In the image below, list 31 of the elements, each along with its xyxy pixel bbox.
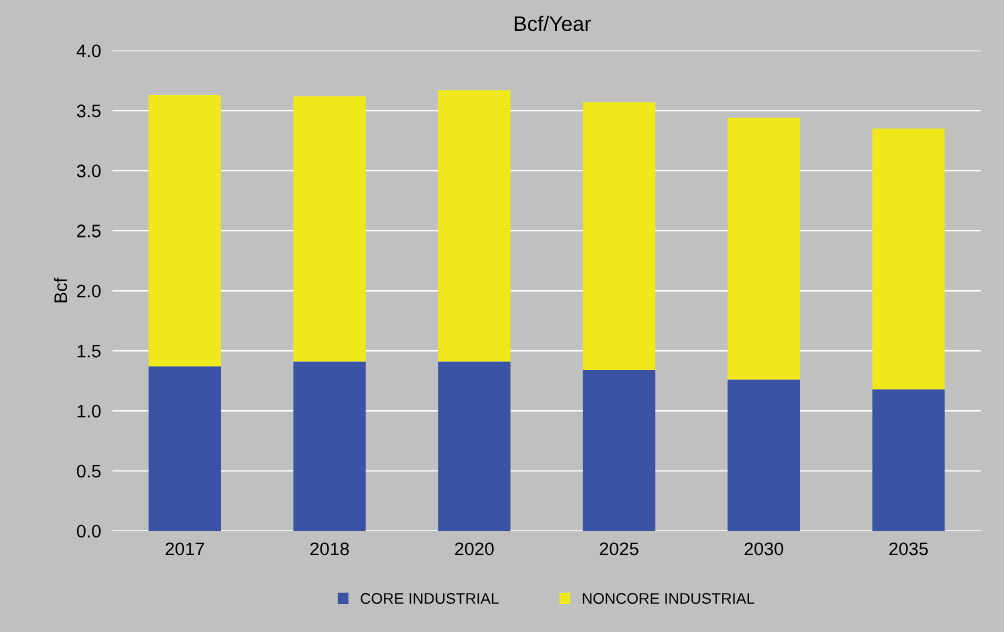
y-tick-label: 3.5 [76,104,101,118]
chart-title: Bcf/Year [514,15,591,32]
bar [727,379,800,531]
bar [293,96,366,362]
bar [293,361,366,531]
bar [727,117,800,380]
y-tick-label: 2.5 [77,224,101,238]
y-tick-label: 4.0 [76,44,101,58]
bar [438,90,511,362]
x-tick-label: 2020 [455,542,494,556]
bar [582,369,656,531]
y-tick-label: 0.0 [76,524,101,538]
bar [148,94,222,367]
x-tick-label: 2030 [744,542,784,556]
x-tick-label: 2035 [889,542,928,556]
legend-label: CORE INDUSTRIAL [360,593,499,604]
bar [872,128,945,390]
x-tick-label: 2017 [165,542,204,556]
bar [582,102,656,370]
y-axis-title: Bcf [53,277,68,303]
y-tick-label: 1.5 [77,344,101,358]
y-tick-label: 1.0 [77,404,101,418]
x-tick-label: 2025 [599,542,639,556]
y-tick-label: 0.5 [76,464,101,478]
y-tick-label: 3.0 [76,164,101,178]
x-tick-label: 2018 [310,542,349,556]
legend-label: NONCORE INDUSTRIAL [582,593,755,604]
bar [438,361,511,531]
bar [148,366,222,531]
bar [872,389,945,531]
y-tick-label: 2.0 [77,284,101,298]
